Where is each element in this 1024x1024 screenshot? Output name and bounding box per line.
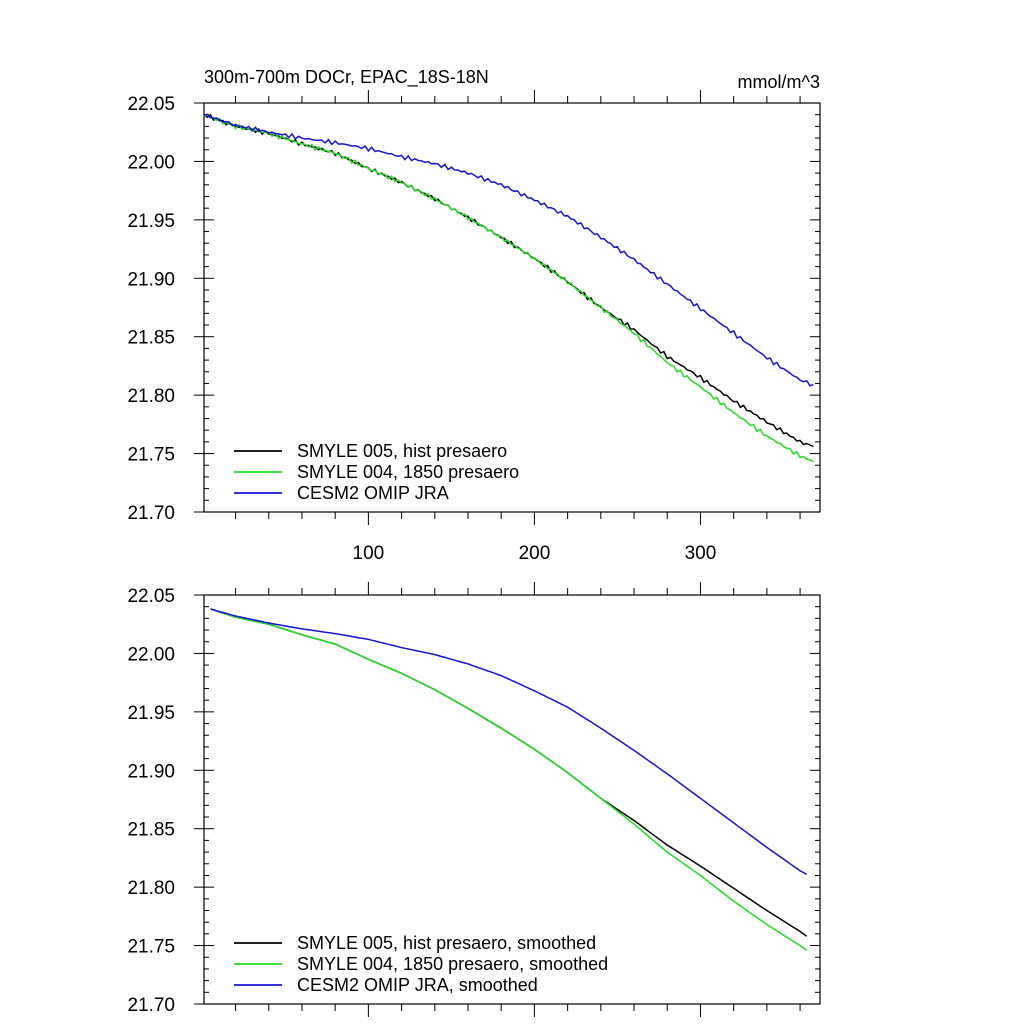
legend-label: SMYLE 005, hist presaero, smoothed: [297, 933, 596, 953]
y-tick-label: 21.95: [127, 211, 175, 232]
y-tick-label: 21.80: [127, 878, 175, 899]
top-chart-panel: 22.05 22.00 21.95 21.90 21.85 21.80 21.75 21.70…: [127, 90, 821, 564]
legend-label: CESM2 OMIP JRA, smoothed: [297, 975, 538, 995]
y-tick-label: 21.75: [127, 937, 175, 958]
y-tick-label: 21.85: [127, 328, 175, 349]
units-label: mmol/m^3: [738, 72, 820, 92]
y-tick-label: 22.00: [127, 152, 175, 173]
y-tick-label: 22.05: [127, 94, 175, 115]
legend-label: CESM2 OMIP JRA: [297, 483, 449, 503]
legend-label: SMYLE 004, 1850 presaero, smoothed: [297, 954, 608, 974]
series-line: [210, 608, 808, 937]
legend-label: SMYLE 004, 1850 presaero: [297, 462, 519, 482]
y-tick-label: 21.70: [127, 995, 175, 1016]
legend-label: SMYLE 005, hist presaero: [297, 441, 507, 461]
y-tick-label: 21.75: [127, 445, 175, 466]
y-tick-label: 21.70: [127, 503, 175, 524]
x-tick-label: 200: [519, 543, 551, 564]
y-tick-label: 22.00: [127, 644, 175, 665]
y-tick-label: 22.05: [127, 586, 175, 607]
figure-title: 300m-700m DOCr, EPAC_18S-18N: [204, 67, 489, 88]
series-line: [210, 608, 808, 875]
y-tick-label: 21.90: [127, 761, 175, 782]
series-line: [203, 113, 814, 463]
y-tick-label: 21.95: [127, 703, 175, 724]
y-tick-label: 21.80: [127, 386, 175, 407]
x-tick-label: 100: [353, 543, 385, 564]
series-line: [203, 113, 814, 448]
series-line: [210, 608, 808, 951]
plot-frame: [203, 102, 821, 513]
x-tick-label: 300: [685, 543, 717, 564]
series-line: [203, 113, 814, 387]
bottom-chart-panel: 22.05 22.00 21.95 21.90 21.85 21.80 21.75 21.70…: [127, 582, 821, 1017]
plot-frame: [203, 594, 821, 1005]
y-tick-label: 21.85: [127, 820, 175, 841]
y-tick-label: 21.90: [127, 269, 175, 290]
